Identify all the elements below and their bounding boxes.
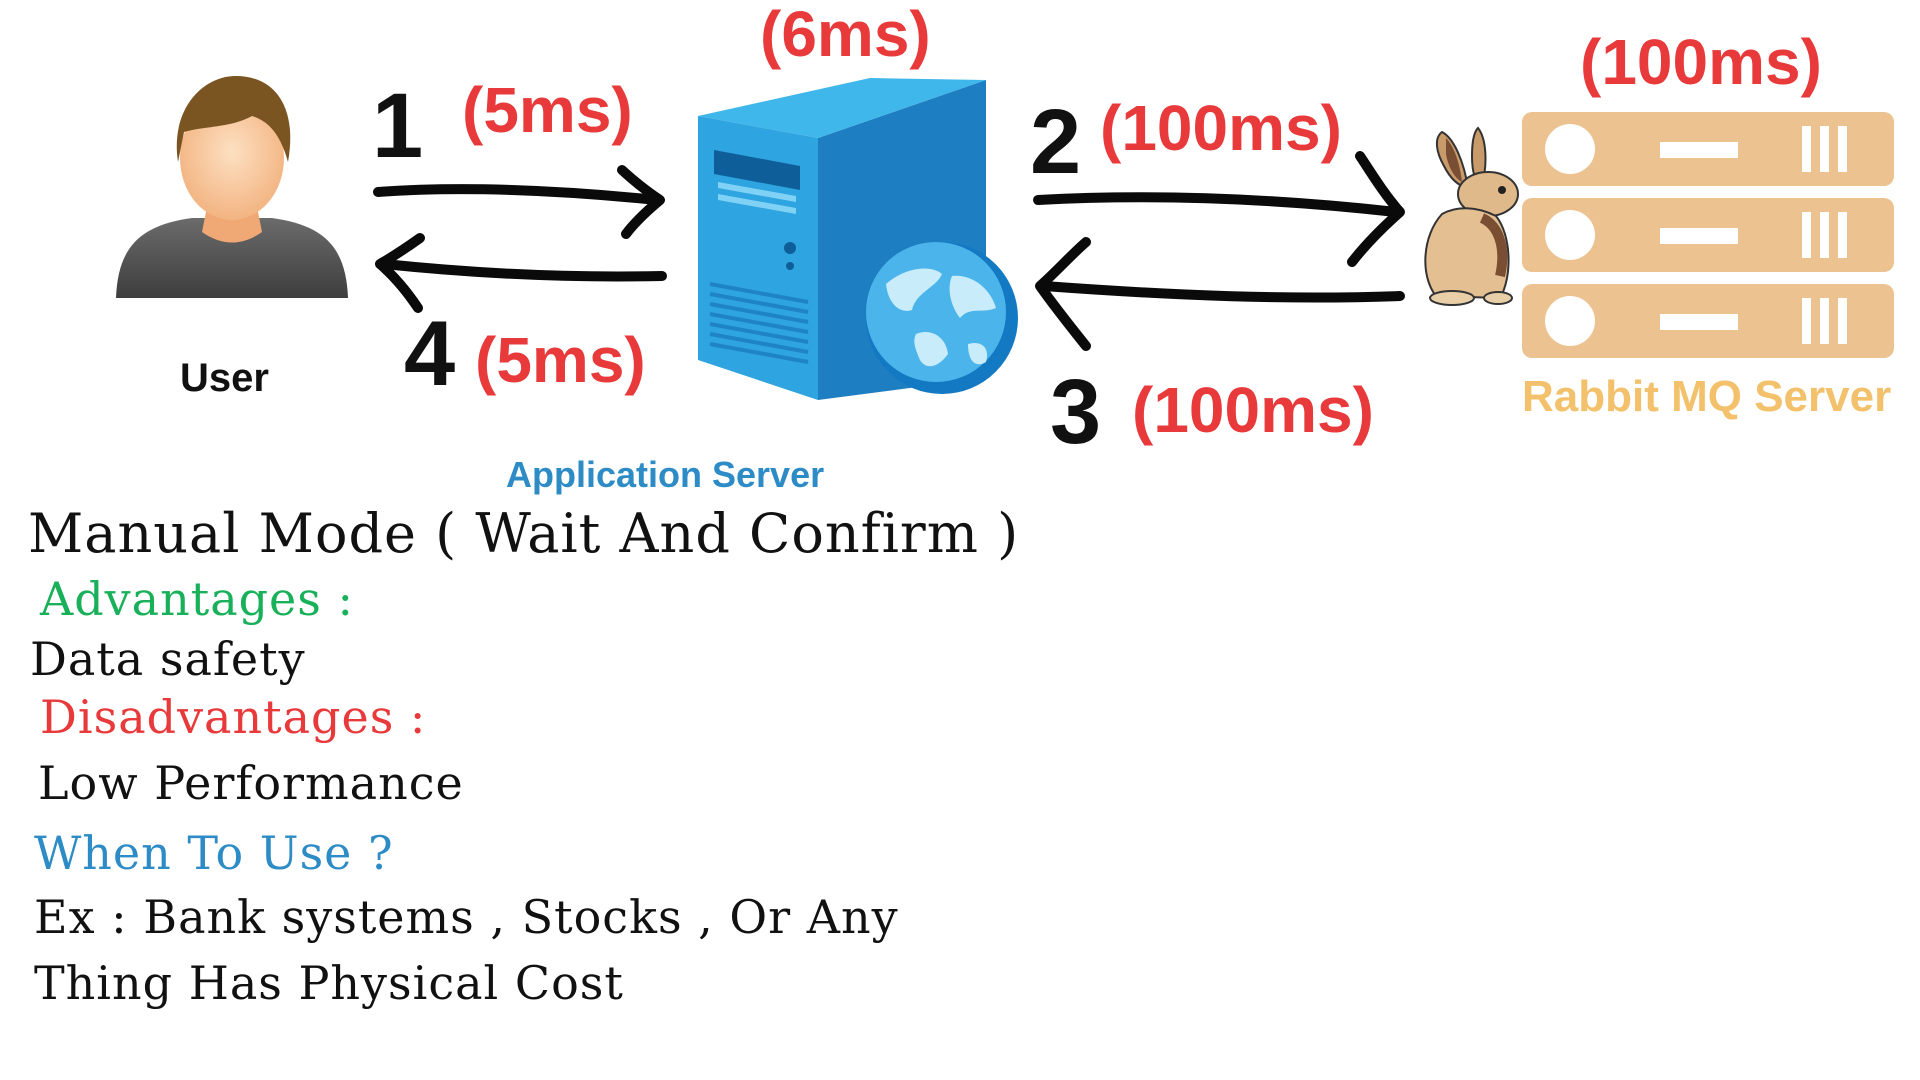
arrow-2-icon	[1033, 151, 1405, 267]
arrow-4-icon	[375, 233, 667, 313]
mode-title: Manual Mode ( Wait And Confirm )	[28, 502, 1020, 565]
advantages-text: Data safety	[30, 632, 306, 686]
rabbit-mq-server-icon	[1522, 112, 1894, 358]
advantages-heading: Advantages :	[40, 572, 355, 626]
rabbit-mq-label: Rabbit MQ Server	[1522, 372, 1892, 421]
step-4-latency: (5ms)	[475, 324, 646, 396]
step-1-latency: (5ms)	[462, 74, 633, 146]
arrow-3-icon	[1035, 237, 1405, 351]
step-2-latency: (100ms)	[1100, 92, 1342, 164]
disadvantages-text: Low Performance	[38, 756, 464, 810]
app-server-label: Application Server	[506, 454, 825, 495]
app-server-latency: (6ms)	[760, 0, 931, 70]
step-2-number: 2	[1030, 91, 1082, 193]
rabbit-latency: (100ms)	[1580, 26, 1822, 98]
step-3-latency: (100ms)	[1132, 374, 1374, 446]
arrow-1-icon	[373, 165, 665, 239]
step-4-number: 4	[404, 303, 456, 405]
user-label: User	[180, 356, 269, 400]
when-to-use-heading: When To Use ?	[34, 826, 394, 880]
disadvantages-heading: Disadvantages :	[40, 690, 427, 744]
when-to-use-line-2: Thing Has Physical Cost	[34, 956, 624, 1010]
rabbit-icon	[1424, 126, 1519, 306]
step-1-number: 1	[372, 75, 424, 177]
user-avatar-icon	[116, 76, 348, 298]
step-3-number: 3	[1050, 361, 1102, 463]
server-tower-icon	[698, 78, 1018, 400]
when-to-use-line-1: Ex : Bank systems , Stocks , Or Any	[34, 890, 899, 944]
